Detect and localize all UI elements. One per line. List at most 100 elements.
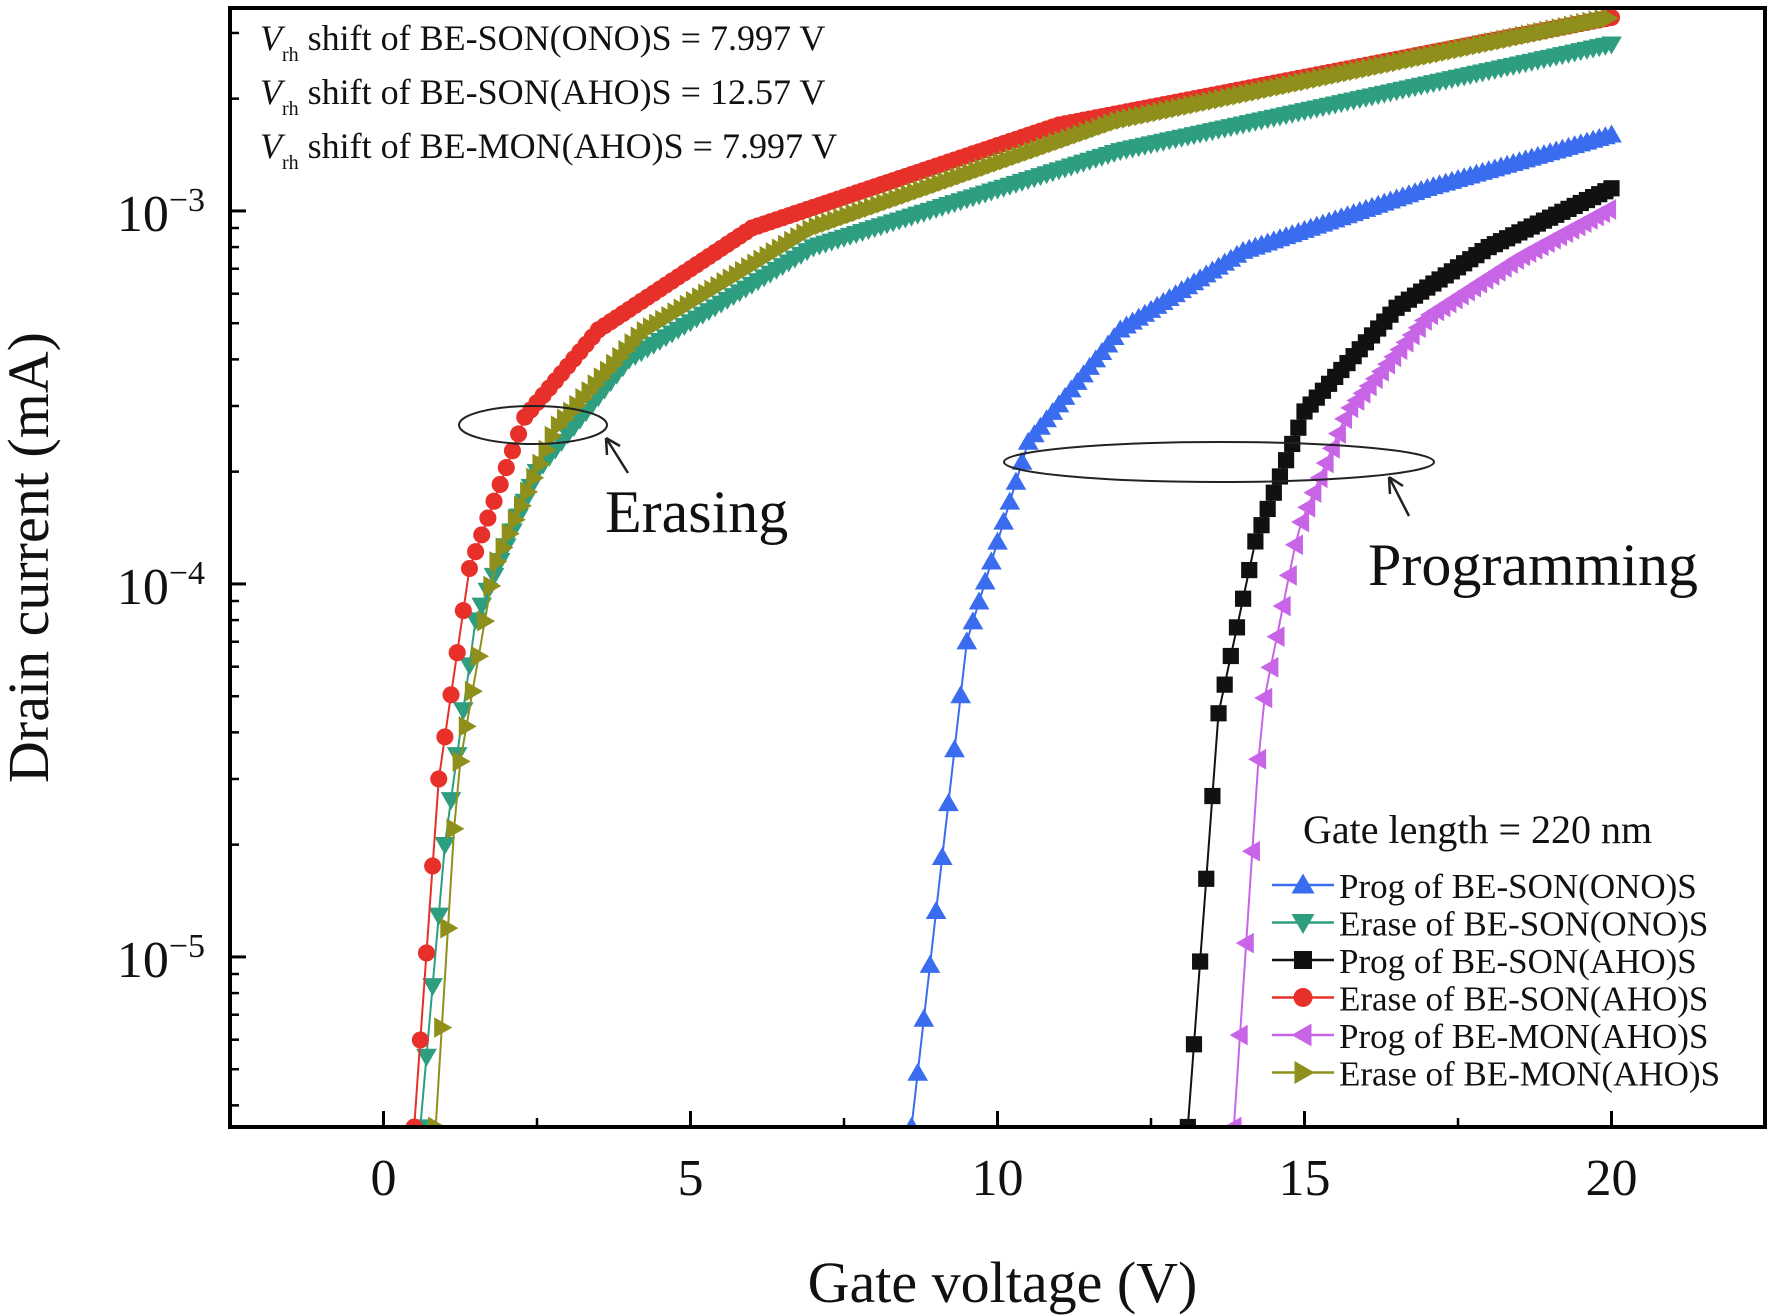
legend-label-4: Prog of BE-MON(AHO)S [1339,1017,1708,1056]
data-point-0-114 [1601,124,1622,143]
y-tick-base: 10 [117,186,169,243]
data-point-3-8 [454,602,472,620]
data-point-0-5 [931,847,953,866]
data-point-0-1 [907,1062,929,1081]
data-point-0-0 [905,1116,918,1127]
data-point-2-2 [1192,953,1209,970]
legend-item-4: Prog of BE-MON(AHO)S [1272,1017,1708,1056]
data-point-2-6 [1216,676,1233,693]
legend-marker-2 [1294,951,1312,969]
data-point-2-11 [1247,533,1264,550]
axes-layer [228,6,1767,1129]
legend-item-1: Erase of BE-SON(ONO)S [1272,905,1708,944]
series-2 [1179,180,1620,1127]
data-point-5-14 [514,495,532,517]
data-point-1-7 [452,702,474,721]
data-point-4-1 [1229,1024,1248,1046]
x-tick-label-4: 20 [1586,1150,1638,1207]
data-point-3-16 [503,442,521,460]
data-point-2-69 [1603,180,1620,197]
data-point-5-17 [532,453,551,475]
data-point-2-0 [1179,1118,1196,1127]
data-point-0-16 [999,491,1021,510]
data-point-4-13 [1303,482,1322,503]
data-point-2-4 [1204,787,1221,805]
data-point-5-13 [507,509,526,531]
legend-marker-4 [1291,1023,1312,1047]
data-point-5-7 [471,645,490,667]
data-point-0-13 [981,551,1002,570]
data-point-0-4 [925,900,947,919]
data-point-0-11 [968,591,990,610]
data-point-5-19 [544,425,563,447]
x-tick-label-3: 15 [1279,1150,1331,1207]
data-point-5-18 [538,439,557,461]
data-point-5-3 [446,818,465,840]
legend-title: Gate length = 220 nm [1303,807,1652,852]
data-point-2-14 [1265,484,1282,501]
programming-arrow [1387,475,1411,517]
y-tick-exp: −3 [169,182,205,219]
data-point-4-0 [1223,1116,1242,1127]
data-point-1-3 [428,907,450,926]
legend-item-5: Erase of BE-MON(AHO)S [1272,1055,1720,1094]
annotation-text: shift of BE-SON(ONO)S = 7.997 V [299,18,826,58]
data-point-5-10 [489,551,508,572]
data-point-3-0 [405,1118,423,1127]
annotation-subscript: rh [282,98,299,120]
data-point-4-2 [1235,932,1254,954]
data-point-0-15 [993,511,1014,530]
data-point-0-8 [950,685,972,704]
data-point-5-191 [1600,8,1619,29]
data-point-5-9 [483,575,502,597]
data-point-4-11 [1291,511,1310,533]
data-point-4-12 [1297,496,1316,518]
data-point-2-9 [1235,590,1252,607]
series-0 [905,124,1622,1127]
data-point-3-17 [510,425,528,443]
data-point-4-3 [1241,840,1260,862]
data-point-1-4 [434,837,456,856]
data-point-5-2 [440,917,459,939]
data-point-4-10 [1284,534,1303,556]
data-point-5-6 [464,680,483,702]
data-point-1-2 [422,978,443,997]
data-point-3-12 [479,509,497,527]
data-point-3-13 [485,492,503,510]
data-point-3-2 [417,944,436,962]
annotation-0: Vrh shift of BE-SON(ONO)S = 7.997 V [260,18,825,66]
legend-marker-1 [1291,914,1315,934]
data-point-1-194 [1601,36,1622,55]
data-point-4-7 [1266,626,1285,648]
data-point-3-1 [411,1031,429,1049]
data-point-2-12 [1253,517,1270,534]
legend-label-2: Prog of BE-SON(AHO)S [1339,942,1697,981]
data-point-3-11 [473,526,491,544]
data-point-0-3 [919,954,941,973]
data-point-1-1 [416,1048,437,1067]
y-tick-exp: −4 [169,555,205,592]
legend-label-0: Prog of BE-SON(ONO)S [1339,867,1697,906]
legend-item-3: Erase of BE-SON(AHO)S [1272,980,1708,1019]
data-point-4-61 [1598,199,1617,220]
annotation-subscript: rh [282,152,299,174]
data-point-2-7 [1222,647,1239,665]
data-point-3-14 [491,475,509,493]
legend-label-5: Erase of BE-MON(AHO)S [1339,1055,1720,1094]
legend-label-1: Erase of BE-SON(ONO)S [1339,905,1708,944]
data-point-0-2 [913,1008,935,1027]
data-point-5-16 [526,467,545,489]
y-axis-label: Drain current (mA) [0,332,61,783]
data-point-2-10 [1241,561,1258,579]
data-point-4-4 [1248,748,1267,770]
x-axis-label: Gate voltage (V) [808,1250,1198,1315]
data-point-0-17 [1005,471,1027,490]
data-point-4-17 [1327,423,1346,444]
data-point-4-18 [1334,408,1353,430]
data-layer [405,8,1622,1127]
annotation-subscript: rh [282,44,299,66]
data-point-0-6 [938,793,959,812]
y-tick-exp: −5 [169,928,205,965]
